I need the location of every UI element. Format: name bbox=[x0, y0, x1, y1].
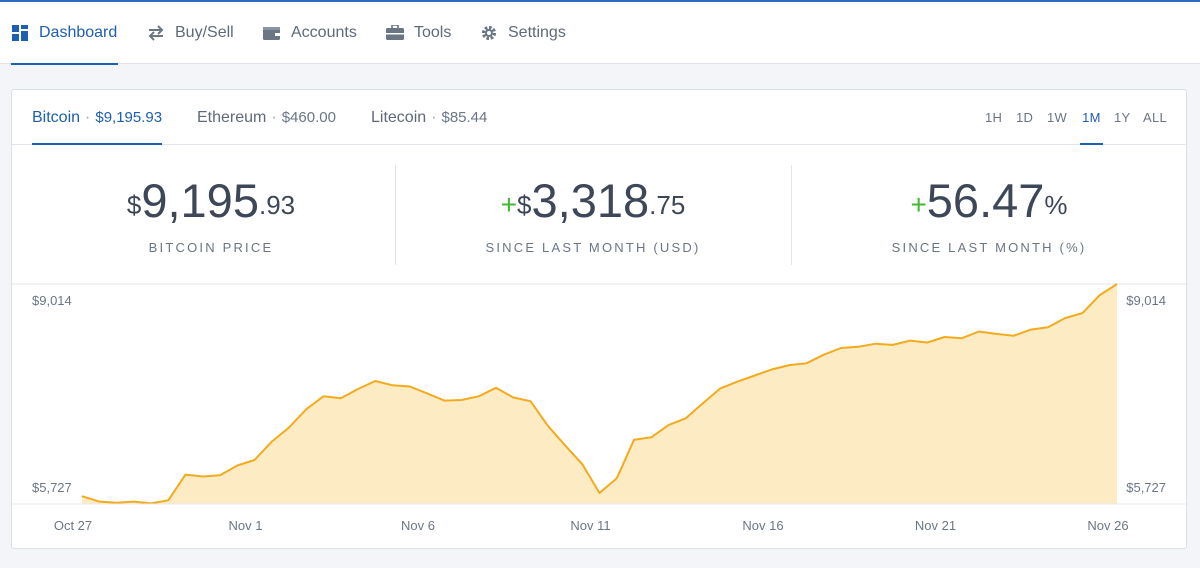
price-line bbox=[81, 283, 1118, 505]
stat-price-value: $9,195.93 bbox=[12, 176, 410, 226]
y-label-high-left: $9,014 bbox=[32, 293, 72, 308]
y-label-high-right: $9,014 bbox=[1126, 293, 1166, 308]
tab-bitcoin-name: Bitcoin bbox=[32, 108, 81, 126]
y-label-low-left: $5,727 bbox=[32, 480, 72, 495]
tab-bitcoin[interactable]: Bitcoin · $9,195.93 bbox=[32, 90, 163, 145]
range-1h[interactable]: 1H bbox=[985, 110, 1003, 125]
x-tick-label: Oct 27 bbox=[54, 518, 92, 533]
x-tick-label: Nov 11 bbox=[570, 518, 610, 533]
chart-area bbox=[12, 283, 1188, 505]
nav-accounts-label: Accounts bbox=[291, 24, 357, 41]
price-area-fill bbox=[82, 284, 1117, 504]
price-fraction: .93 bbox=[258, 190, 296, 220]
change-pct-main: 56.47 bbox=[926, 174, 1045, 227]
stat-price-label: BITCOIN PRICE bbox=[148, 240, 274, 255]
tab-ethereum-price: $460.00 bbox=[281, 109, 336, 126]
range-1d[interactable]: 1D bbox=[1016, 110, 1034, 125]
nav-dashboard-label: Dashboard bbox=[39, 24, 118, 41]
x-tick-label: Nov 6 bbox=[401, 518, 435, 533]
nav-buy-sell[interactable]: Buy/Sell bbox=[147, 2, 234, 64]
range-all[interactable]: ALL bbox=[1143, 110, 1168, 125]
tab-separator: · bbox=[431, 108, 437, 126]
range-1y[interactable]: 1Y bbox=[1114, 110, 1131, 125]
dashboard-icon bbox=[11, 24, 29, 42]
x-tick-label: Nov 21 bbox=[915, 518, 956, 533]
nav-buy-sell-label: Buy/Sell bbox=[175, 24, 234, 41]
range-1w[interactable]: 1W bbox=[1047, 110, 1068, 125]
nav-dashboard[interactable]: Dashboard bbox=[11, 2, 118, 65]
tab-ethereum[interactable]: Ethereum · $460.00 bbox=[197, 90, 336, 145]
stat-change-usd: +$3,318.75 SINCE LAST MONTH (USD) bbox=[395, 146, 791, 284]
stat-change-pct-value: +56.47% bbox=[791, 176, 1187, 226]
stat-change-pct: +56.47% SINCE LAST MONTH (%) bbox=[791, 146, 1187, 284]
stat-bitcoin-price: $9,195.93 BITCOIN PRICE bbox=[12, 146, 410, 284]
range-1m[interactable]: 1M bbox=[1080, 90, 1103, 145]
top-navigation: Dashboard Buy/Sell Accounts Tools Settin… bbox=[0, 0, 1200, 65]
coin-tab-bar: Bitcoin · $9,195.93 Ethereum · $460.00 L… bbox=[12, 90, 1186, 145]
change-usd-fraction: .75 bbox=[649, 190, 686, 220]
y-label-low-right: $5,727 bbox=[1126, 480, 1166, 495]
price-main: 9,195 bbox=[141, 174, 259, 227]
swap-arrows-icon bbox=[147, 24, 165, 42]
currency-sign: $ bbox=[517, 190, 532, 220]
nav-settings-label: Settings bbox=[508, 24, 566, 41]
gear-icon bbox=[480, 24, 498, 42]
tab-litecoin[interactable]: Litecoin · $85.44 bbox=[371, 90, 487, 145]
percent-sign: % bbox=[1044, 190, 1068, 220]
price-card: Bitcoin · $9,195.93 Ethereum · $460.00 L… bbox=[11, 89, 1188, 549]
x-tick-label: Nov 16 bbox=[742, 518, 783, 533]
tab-litecoin-name: Litecoin bbox=[371, 108, 427, 126]
nav-settings[interactable]: Settings bbox=[480, 2, 566, 64]
price-chart: $9,014 $5,727 $9,014 $5,727 Oct 27 Nov 1 Nov 6… bbox=[12, 283, 1188, 533]
stat-change-pct-label: SINCE LAST MONTH (%) bbox=[891, 240, 1087, 255]
stat-divider bbox=[791, 165, 792, 265]
tab-separator: · bbox=[85, 108, 91, 126]
tab-litecoin-price: $85.44 bbox=[441, 109, 488, 126]
stat-change-usd-label: SINCE LAST MONTH (USD) bbox=[485, 240, 701, 255]
x-tick-label: Nov 1 bbox=[229, 518, 263, 533]
nav-tools[interactable]: Tools bbox=[386, 2, 451, 64]
stat-divider bbox=[395, 165, 396, 265]
briefcase-icon bbox=[386, 24, 404, 42]
positive-sign: + bbox=[910, 189, 927, 220]
tab-bitcoin-price: $9,195.93 bbox=[95, 109, 163, 126]
nav-accounts[interactable]: Accounts bbox=[263, 2, 357, 64]
positive-sign: + bbox=[500, 189, 518, 220]
stat-change-usd-value: +$3,318.75 bbox=[395, 176, 791, 226]
nav-tools-label: Tools bbox=[414, 24, 452, 41]
wallet-icon bbox=[263, 24, 281, 42]
chart-labels: $9,014 $5,727 $9,014 $5,727 Oct 27 Nov 1 Nov 6… bbox=[32, 293, 1166, 533]
x-tick-label: Nov 26 bbox=[1087, 518, 1128, 533]
tab-separator: · bbox=[271, 108, 277, 126]
change-usd-main: 3,318 bbox=[531, 174, 650, 227]
tab-ethereum-name: Ethereum bbox=[197, 108, 267, 126]
currency-sign: $ bbox=[126, 190, 142, 220]
